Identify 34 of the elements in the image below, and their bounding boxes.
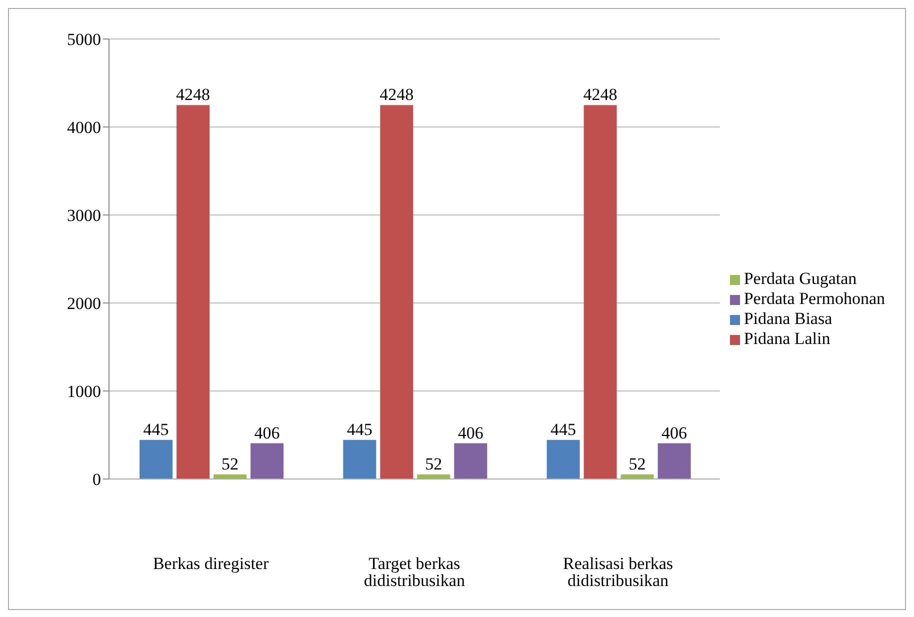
y-tick-label: 4000 — [67, 118, 101, 138]
bar — [546, 440, 580, 479]
data-label: 406 — [254, 423, 280, 442]
x-tick-label: Berkas diregister — [152, 554, 269, 574]
data-label: 4248 — [583, 85, 618, 104]
data-label: 52 — [425, 454, 442, 474]
bar — [380, 105, 414, 479]
legend-label: Pidana Lalin — [744, 329, 830, 348]
bar — [584, 105, 617, 479]
bar — [658, 443, 691, 479]
bar — [140, 440, 173, 479]
legend-label: Perdata Permohonan — [744, 289, 885, 308]
y-tick-label: 5000 — [67, 30, 101, 50]
bar — [250, 443, 284, 479]
data-label: 445 — [143, 420, 169, 439]
y-tick-label: 3000 — [67, 206, 101, 226]
data-label: 4248 — [380, 85, 414, 104]
bar — [454, 443, 488, 479]
legend-label: Perdata Gugatan — [744, 269, 857, 288]
data-label: 445 — [550, 420, 576, 439]
data-label: 4248 — [176, 85, 210, 104]
data-label: 406 — [458, 423, 484, 442]
data-label: 52 — [628, 454, 646, 474]
bar — [343, 440, 376, 479]
y-tick-label: 2000 — [67, 294, 101, 314]
x-tick-label: Realisasi berkas didistribusikan — [563, 554, 674, 590]
y-tick-label: 1000 — [67, 382, 101, 402]
data-label: 52 — [222, 454, 239, 474]
data-label: 406 — [662, 423, 688, 442]
legend-label: Pidana Biasa — [744, 309, 832, 328]
x-tick-label: Target berkas didistribusikan — [364, 554, 466, 590]
data-label: 445 — [346, 420, 372, 439]
bar — [176, 105, 210, 479]
y-tick-label: 0 — [92, 470, 101, 490]
